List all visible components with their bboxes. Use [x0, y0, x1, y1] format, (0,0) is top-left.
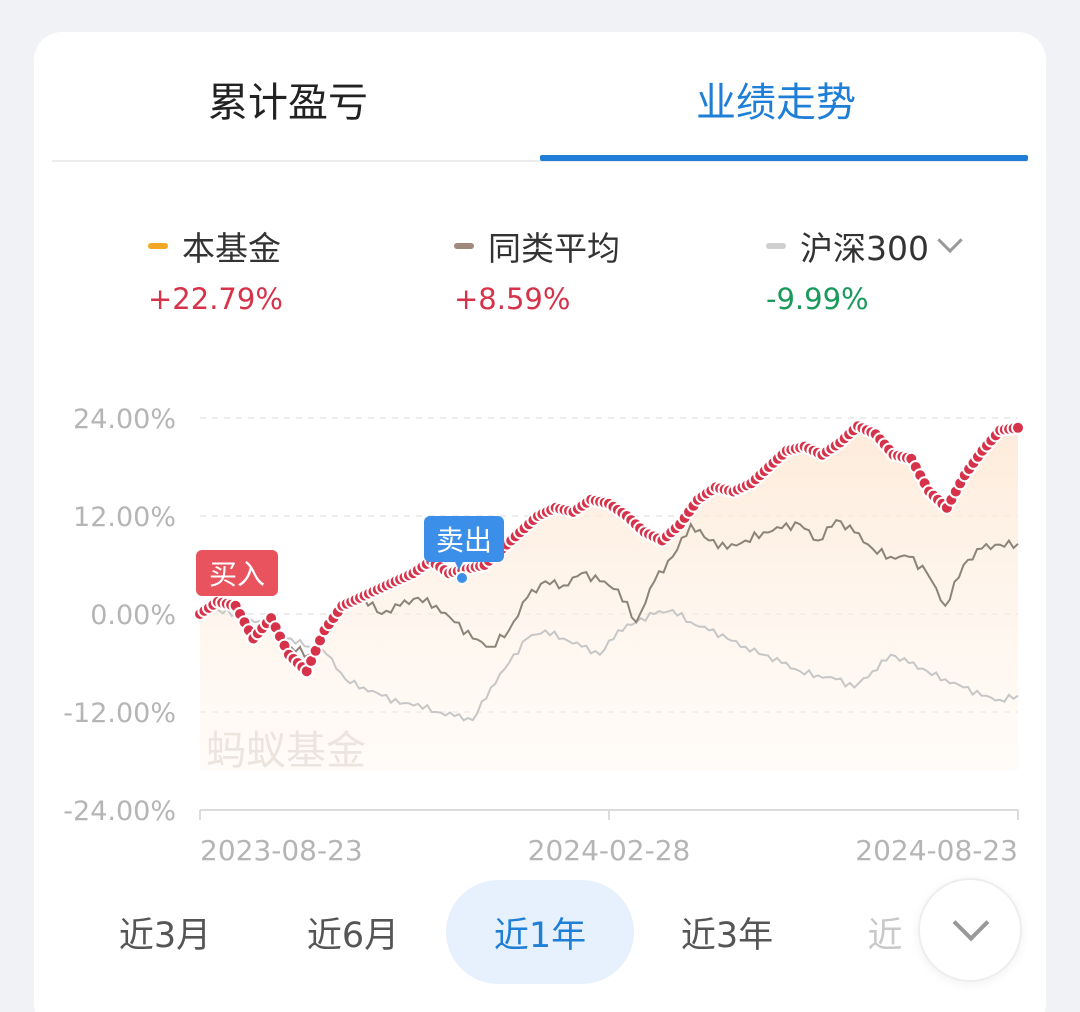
watermark-text: 蚂蚁基金 — [206, 728, 366, 774]
fund-area-fill — [200, 426, 1018, 770]
range-3y[interactable]: 近3年 — [680, 915, 774, 956]
chevron-down-icon — [952, 904, 990, 942]
legend-index-value: -9.99% — [766, 282, 869, 316]
x-tick-label: 2023-08-23 — [200, 834, 363, 867]
range-3m[interactable]: 近3月 — [118, 915, 212, 956]
range-selector: 近3月 近6月 近1年 近3年 近 — [34, 880, 1046, 990]
active-tab-indicator — [540, 155, 1028, 161]
y-tick-label: 24.00% — [73, 404, 176, 435]
legend-peer-value: +8.59% — [454, 282, 571, 316]
x-tick-label: 2024-02-28 — [528, 834, 691, 867]
legend-index-swatch — [766, 243, 786, 249]
legend-fund-name: 本基金 — [182, 229, 281, 268]
y-tick-label: -12.00% — [63, 698, 176, 729]
performance-chart[interactable]: 24.00% 12.00% 0.00% -12.00% -24.00% 蚂蚁基金 202… — [34, 352, 1046, 872]
sell-point — [455, 571, 469, 585]
y-tick-label: -24.00% — [63, 796, 176, 827]
sell-marker: 卖出 — [424, 516, 504, 585]
buy-marker: 买入 — [196, 550, 278, 596]
sell-label: 卖出 — [436, 524, 492, 557]
y-tick-label: 12.00% — [73, 502, 176, 533]
legend-peer-name: 同类平均 — [488, 229, 620, 268]
tab-bar: 累计盈亏 业绩走势 — [52, 32, 1028, 162]
legend-fund-value: +22.79% — [148, 282, 283, 316]
legend-peer-average[interactable]: 同类平均 +8.59% — [454, 222, 620, 316]
legend-fund[interactable]: 本基金 +22.79% — [148, 222, 283, 316]
legend-index-name: 沪深300 — [800, 229, 929, 268]
buy-tag — [196, 550, 278, 596]
sell-tag — [424, 516, 504, 562]
chevron-down-icon[interactable] — [937, 227, 963, 254]
range-more[interactable]: 近 — [867, 915, 903, 956]
tab-performance-trend[interactable]: 业绩走势 — [696, 80, 856, 126]
expand-ranges-button[interactable] — [918, 878, 1022, 982]
legend-index[interactable]: 沪深300 -9.99% — [766, 222, 963, 316]
fund-data-point — [1011, 420, 1025, 435]
x-tick-label: 2024-08-23 — [855, 834, 1018, 867]
range-1y[interactable]: 近1年 — [446, 880, 634, 984]
y-tick-label: 0.00% — [90, 600, 176, 631]
buy-label: 买入 — [209, 558, 265, 591]
legend-fund-swatch — [148, 243, 168, 249]
sell-tag-pointer — [455, 562, 463, 570]
range-6m[interactable]: 近6月 — [306, 915, 400, 956]
performance-card: 累计盈亏 业绩走势 本基金 +22.79% 同类平均 +8.59% 沪深300 … — [34, 32, 1046, 1012]
index-series-line — [199, 607, 1019, 722]
legend-peer-swatch — [454, 243, 474, 249]
tab-cumulative-pnl[interactable]: 累计盈亏 — [208, 80, 368, 126]
